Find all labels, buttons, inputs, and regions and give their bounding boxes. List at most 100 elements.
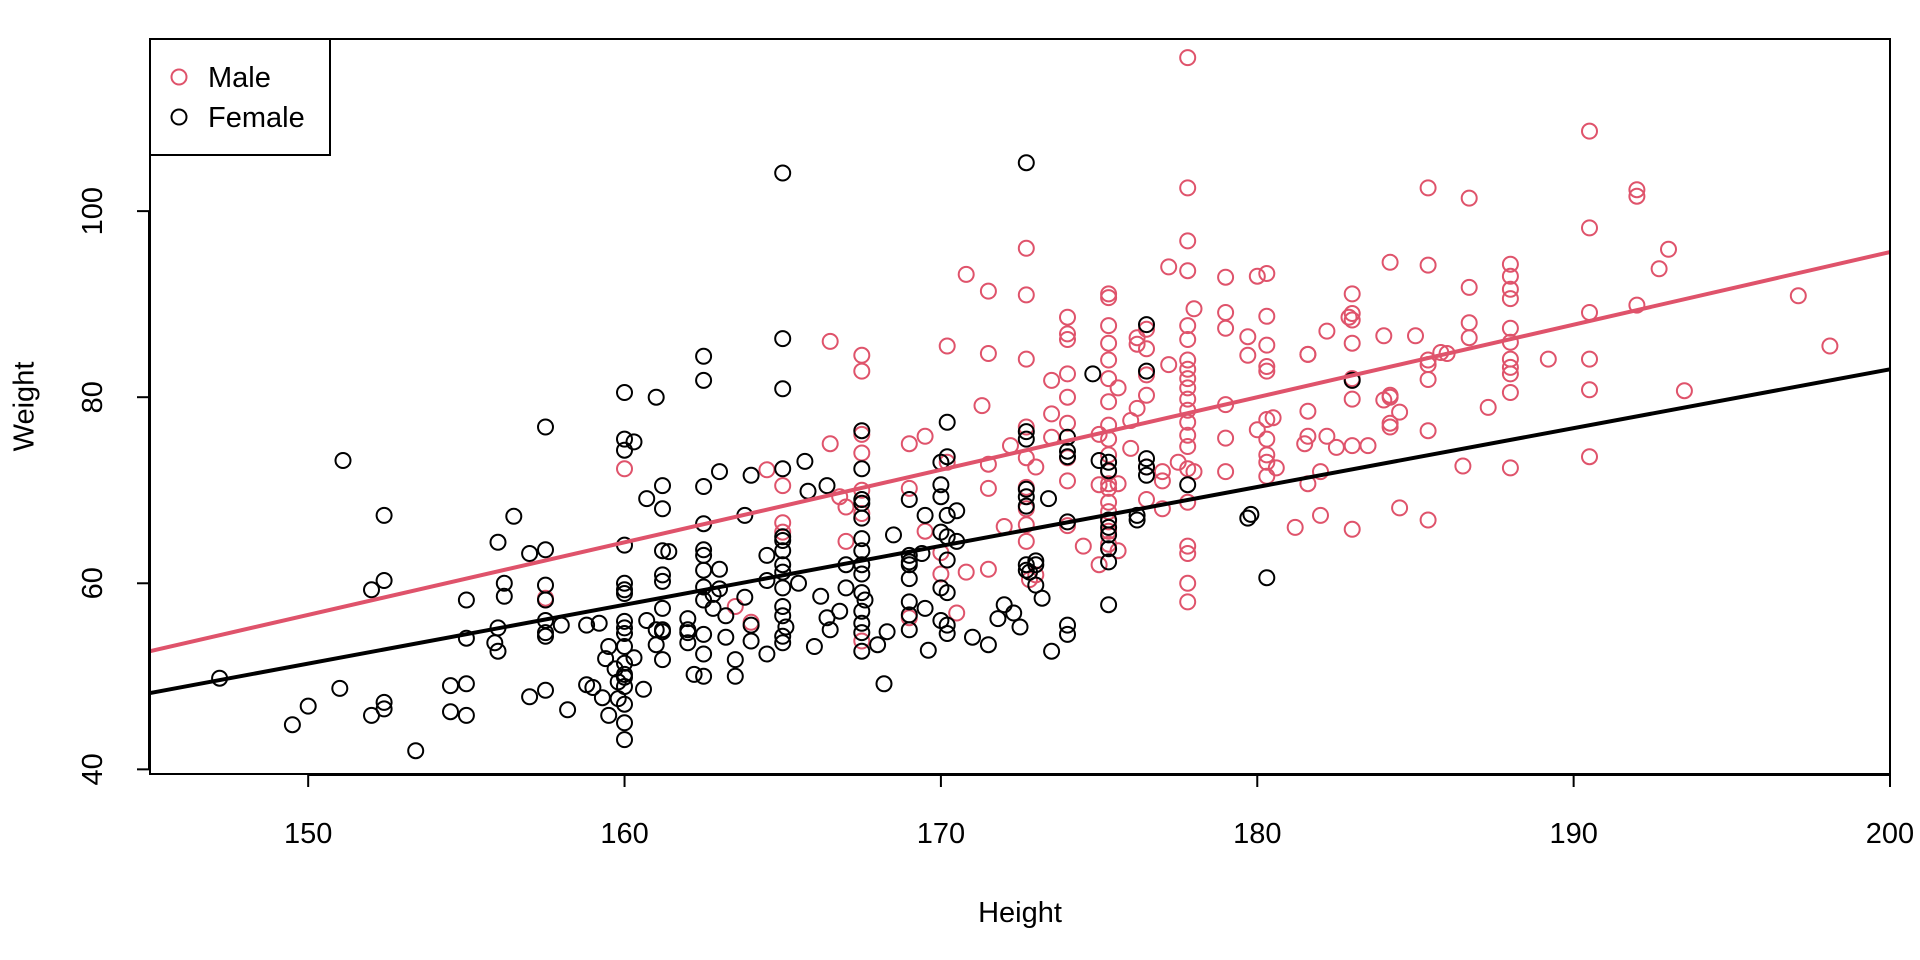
data-point-male xyxy=(1109,379,1127,397)
data-point-female xyxy=(964,628,981,646)
data-point-male xyxy=(1340,308,1358,326)
data-point-male xyxy=(853,425,871,443)
y-tick-label: 100 xyxy=(77,187,109,235)
data-point-female xyxy=(695,561,713,579)
data-point-male xyxy=(1122,439,1140,457)
data-point-female xyxy=(875,675,893,693)
legend-marker-female xyxy=(170,108,188,126)
data-point-female xyxy=(616,625,633,642)
data-point-male xyxy=(1407,327,1424,345)
data-point-male xyxy=(1258,467,1276,485)
data-point-male xyxy=(1100,370,1118,388)
data-point-female xyxy=(1128,511,1146,529)
data-point-male xyxy=(1650,260,1668,278)
data-point-female xyxy=(1059,625,1076,643)
data-point-male xyxy=(1501,255,1519,273)
data-point-male xyxy=(1296,435,1314,453)
data-point-female xyxy=(1138,450,1155,468)
data-point-male xyxy=(957,563,975,581)
data-point-female xyxy=(1005,604,1023,622)
data-point-female xyxy=(679,634,697,652)
data-point-female xyxy=(654,623,671,641)
data-point-male xyxy=(1179,390,1197,408)
data-point-male xyxy=(1100,475,1118,493)
data-point-male xyxy=(1017,350,1035,368)
data-point-female xyxy=(853,614,871,632)
data-point-male xyxy=(1043,371,1061,389)
data-point-female xyxy=(616,678,633,695)
data-point-female xyxy=(489,533,507,551)
data-point-male xyxy=(1460,314,1478,332)
points-layer xyxy=(211,49,1839,760)
data-point-male xyxy=(1460,329,1478,347)
x-axis: 150 160 170 180 190 200 xyxy=(284,774,1914,850)
data-point-female xyxy=(695,541,713,559)
data-point-female xyxy=(635,680,652,698)
data-point-female xyxy=(900,606,918,624)
data-point-male xyxy=(1375,327,1393,345)
data-point-female xyxy=(853,556,871,574)
data-point-male xyxy=(1100,493,1118,511)
data-point-female xyxy=(900,593,918,611)
data-point-female xyxy=(552,616,570,634)
data-point-female xyxy=(853,530,871,548)
data-point-female xyxy=(742,632,760,650)
data-point-female xyxy=(777,618,795,636)
data-point-male xyxy=(1128,329,1146,347)
data-point-male xyxy=(979,479,997,497)
data-point-female xyxy=(1138,316,1155,334)
data-point-male xyxy=(979,345,997,362)
data-point-female xyxy=(717,628,735,646)
data-point-female xyxy=(606,660,624,678)
data-point-female xyxy=(853,460,871,478)
data-point-female xyxy=(853,602,871,620)
data-point-male xyxy=(1017,516,1035,534)
data-point-female xyxy=(489,642,507,660)
data-point-female xyxy=(1100,462,1118,480)
data-point-male xyxy=(1381,253,1399,271)
data-point-male xyxy=(1299,345,1317,363)
data-point-male xyxy=(1343,311,1361,329)
data-point-female xyxy=(1258,569,1276,587)
data-point-male xyxy=(1217,268,1235,286)
data-point-female xyxy=(457,591,475,609)
data-point-female xyxy=(1100,518,1118,536)
data-point-female xyxy=(853,584,871,602)
legend-box xyxy=(149,38,331,156)
data-point-female xyxy=(758,546,776,564)
data-point-male xyxy=(1100,317,1118,335)
data-point-male xyxy=(1248,267,1266,285)
data-point-female xyxy=(685,665,703,683)
data-point-female xyxy=(654,500,671,518)
data-point-female xyxy=(695,347,713,365)
data-point-male xyxy=(1179,262,1197,280)
data-point-female xyxy=(1179,476,1197,494)
data-point-female xyxy=(442,703,459,721)
data-point-female xyxy=(597,650,615,668)
data-point-female xyxy=(878,623,896,641)
data-point-male xyxy=(1581,381,1598,399)
data-point-male xyxy=(821,435,839,453)
data-point-male xyxy=(1100,289,1118,307)
data-point-male xyxy=(1100,479,1118,497)
data-point-female xyxy=(853,422,871,440)
data-point-female xyxy=(616,668,633,686)
data-point-female xyxy=(711,463,728,481)
x-tick-label: 200 xyxy=(1866,818,1914,850)
data-point-female xyxy=(704,599,722,617)
data-point-female xyxy=(505,507,523,525)
data-point-female xyxy=(616,384,633,401)
data-point-male xyxy=(1179,574,1197,592)
data-point-male xyxy=(1138,340,1155,358)
data-point-female xyxy=(774,164,792,182)
data-point-female xyxy=(616,731,633,749)
data-point-female xyxy=(774,556,792,574)
data-point-male xyxy=(1318,322,1336,340)
data-point-male xyxy=(1100,285,1118,303)
data-point-female xyxy=(885,526,902,544)
data-point-male xyxy=(1059,325,1076,343)
data-point-male xyxy=(1059,388,1076,406)
data-point-male xyxy=(1581,448,1598,466)
data-point-male xyxy=(1264,409,1282,427)
data-point-female xyxy=(695,371,713,389)
